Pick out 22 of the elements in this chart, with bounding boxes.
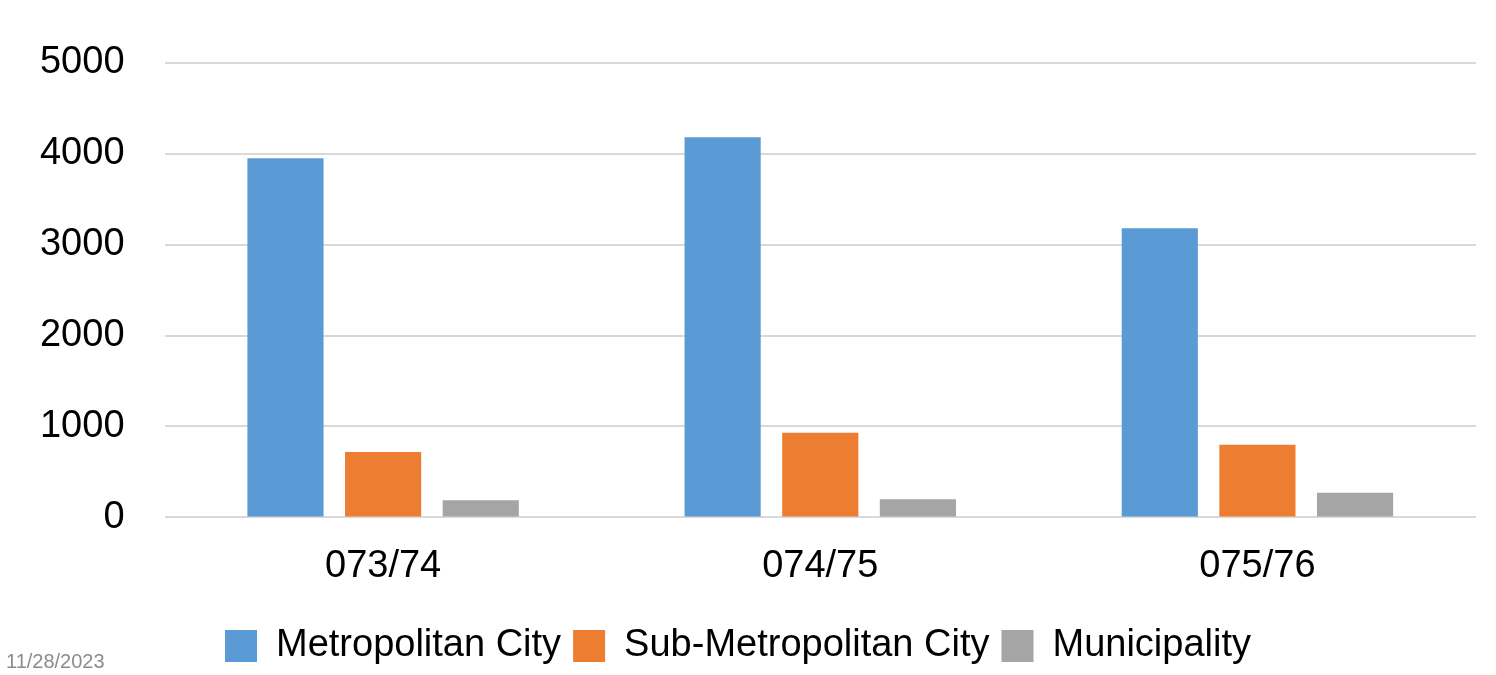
x-tick-label: 074/75 [762, 542, 879, 585]
bar [345, 451, 422, 517]
bar [684, 137, 761, 517]
x-tick-label: 073/74 [325, 542, 442, 585]
legend-label: Municipality [1052, 622, 1252, 665]
legend-label: Metropolitan City [276, 622, 562, 665]
bar [247, 158, 324, 517]
y-tick-label: 1000 [39, 402, 125, 445]
y-tick-label: 4000 [39, 130, 125, 173]
bar [879, 499, 956, 517]
bar [1219, 444, 1296, 517]
bar [782, 432, 859, 517]
y-tick-label: 0 [103, 493, 125, 536]
x-tick-label: 075/76 [1199, 542, 1316, 585]
text: 11/28/2023 [6, 649, 105, 672]
y-tick-label: 3000 [39, 221, 125, 264]
bar [442, 500, 519, 517]
bar [1316, 492, 1394, 517]
bar [1121, 228, 1198, 517]
y-tick-label: 5000 [39, 39, 125, 82]
y-tick-label: 2000 [39, 312, 125, 355]
legend-label: Sub-Metropolitan City [624, 622, 990, 665]
